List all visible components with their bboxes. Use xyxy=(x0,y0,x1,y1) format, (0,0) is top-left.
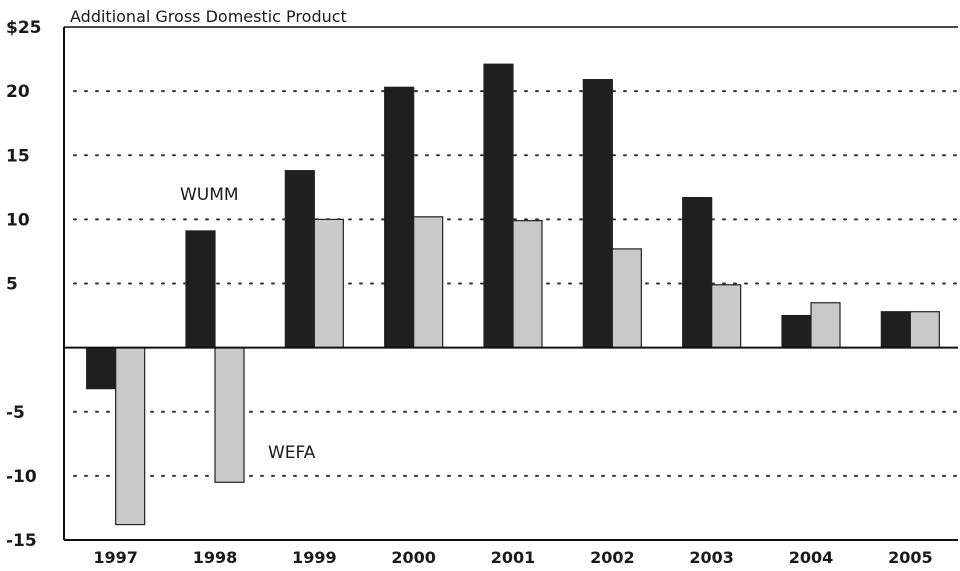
bar-wumm-1998 xyxy=(185,230,216,349)
x-tick-label: 2004 xyxy=(789,548,834,567)
y-tick-label: 15 xyxy=(6,146,30,166)
bar-wefa-2002 xyxy=(611,248,642,349)
bar-wumm-2001 xyxy=(483,63,514,349)
x-tick-label: 1998 xyxy=(193,548,238,567)
y-axis-title: Additional Gross Domestic Product xyxy=(70,7,347,26)
y-tick-labels: -15 -10 -5 5 10 15 20 $25 xyxy=(6,18,42,551)
bar-wumm-1999 xyxy=(284,170,315,349)
series-label-wefa: WEFA xyxy=(268,443,316,463)
bar-wefa-2003 xyxy=(711,284,742,349)
bar-wumm-2003 xyxy=(682,196,713,349)
y-tick-label: 10 xyxy=(6,210,30,230)
series-label-wumm: WUMM xyxy=(180,185,239,205)
x-tick-label: 2003 xyxy=(689,548,734,567)
x-tick-label: 2002 xyxy=(590,548,635,567)
gridlines xyxy=(73,90,959,477)
bar-wefa-2001 xyxy=(512,220,543,349)
bar-wefa-1999 xyxy=(313,218,344,349)
bars xyxy=(86,63,940,526)
y-tick-label: 5 xyxy=(6,275,18,295)
x-tick-label: 2001 xyxy=(491,548,536,567)
y-tick-label: 20 xyxy=(6,82,30,102)
x-tick-label: 2000 xyxy=(391,548,436,567)
y-tick-label: -5 xyxy=(6,403,25,423)
y-tick-label: $25 xyxy=(6,18,42,38)
x-tick-label: 2005 xyxy=(888,548,933,567)
bar-wumm-2002 xyxy=(582,78,613,349)
axes xyxy=(63,26,958,541)
bar-wefa-2004 xyxy=(810,302,841,349)
bar-wefa-2000 xyxy=(413,216,444,349)
x-tick-labels: 1997 1998 1999 2000 2001 2002 2003 2004 2005 xyxy=(93,548,932,567)
y-tick-label: -10 xyxy=(6,467,37,487)
bar-wumm-1997 xyxy=(86,347,117,390)
bar-wumm-2004 xyxy=(781,314,812,349)
x-tick-label: 1997 xyxy=(93,548,138,567)
x-tick-label: 1999 xyxy=(292,548,337,567)
y-tick-label: -15 xyxy=(6,531,37,551)
bar-wefa-2005 xyxy=(909,311,940,349)
bar-wumm-2000 xyxy=(384,86,415,349)
bar-wefa-1997 xyxy=(115,347,146,526)
bar-wefa-1998 xyxy=(214,347,245,483)
bar-wumm-2005 xyxy=(880,311,911,349)
